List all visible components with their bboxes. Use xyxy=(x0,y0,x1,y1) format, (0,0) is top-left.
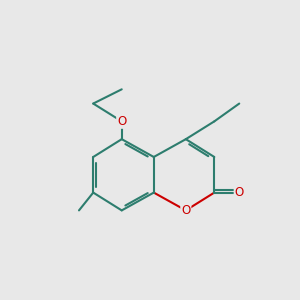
Text: O: O xyxy=(235,186,244,199)
Text: O: O xyxy=(181,204,190,217)
Text: O: O xyxy=(117,115,126,128)
